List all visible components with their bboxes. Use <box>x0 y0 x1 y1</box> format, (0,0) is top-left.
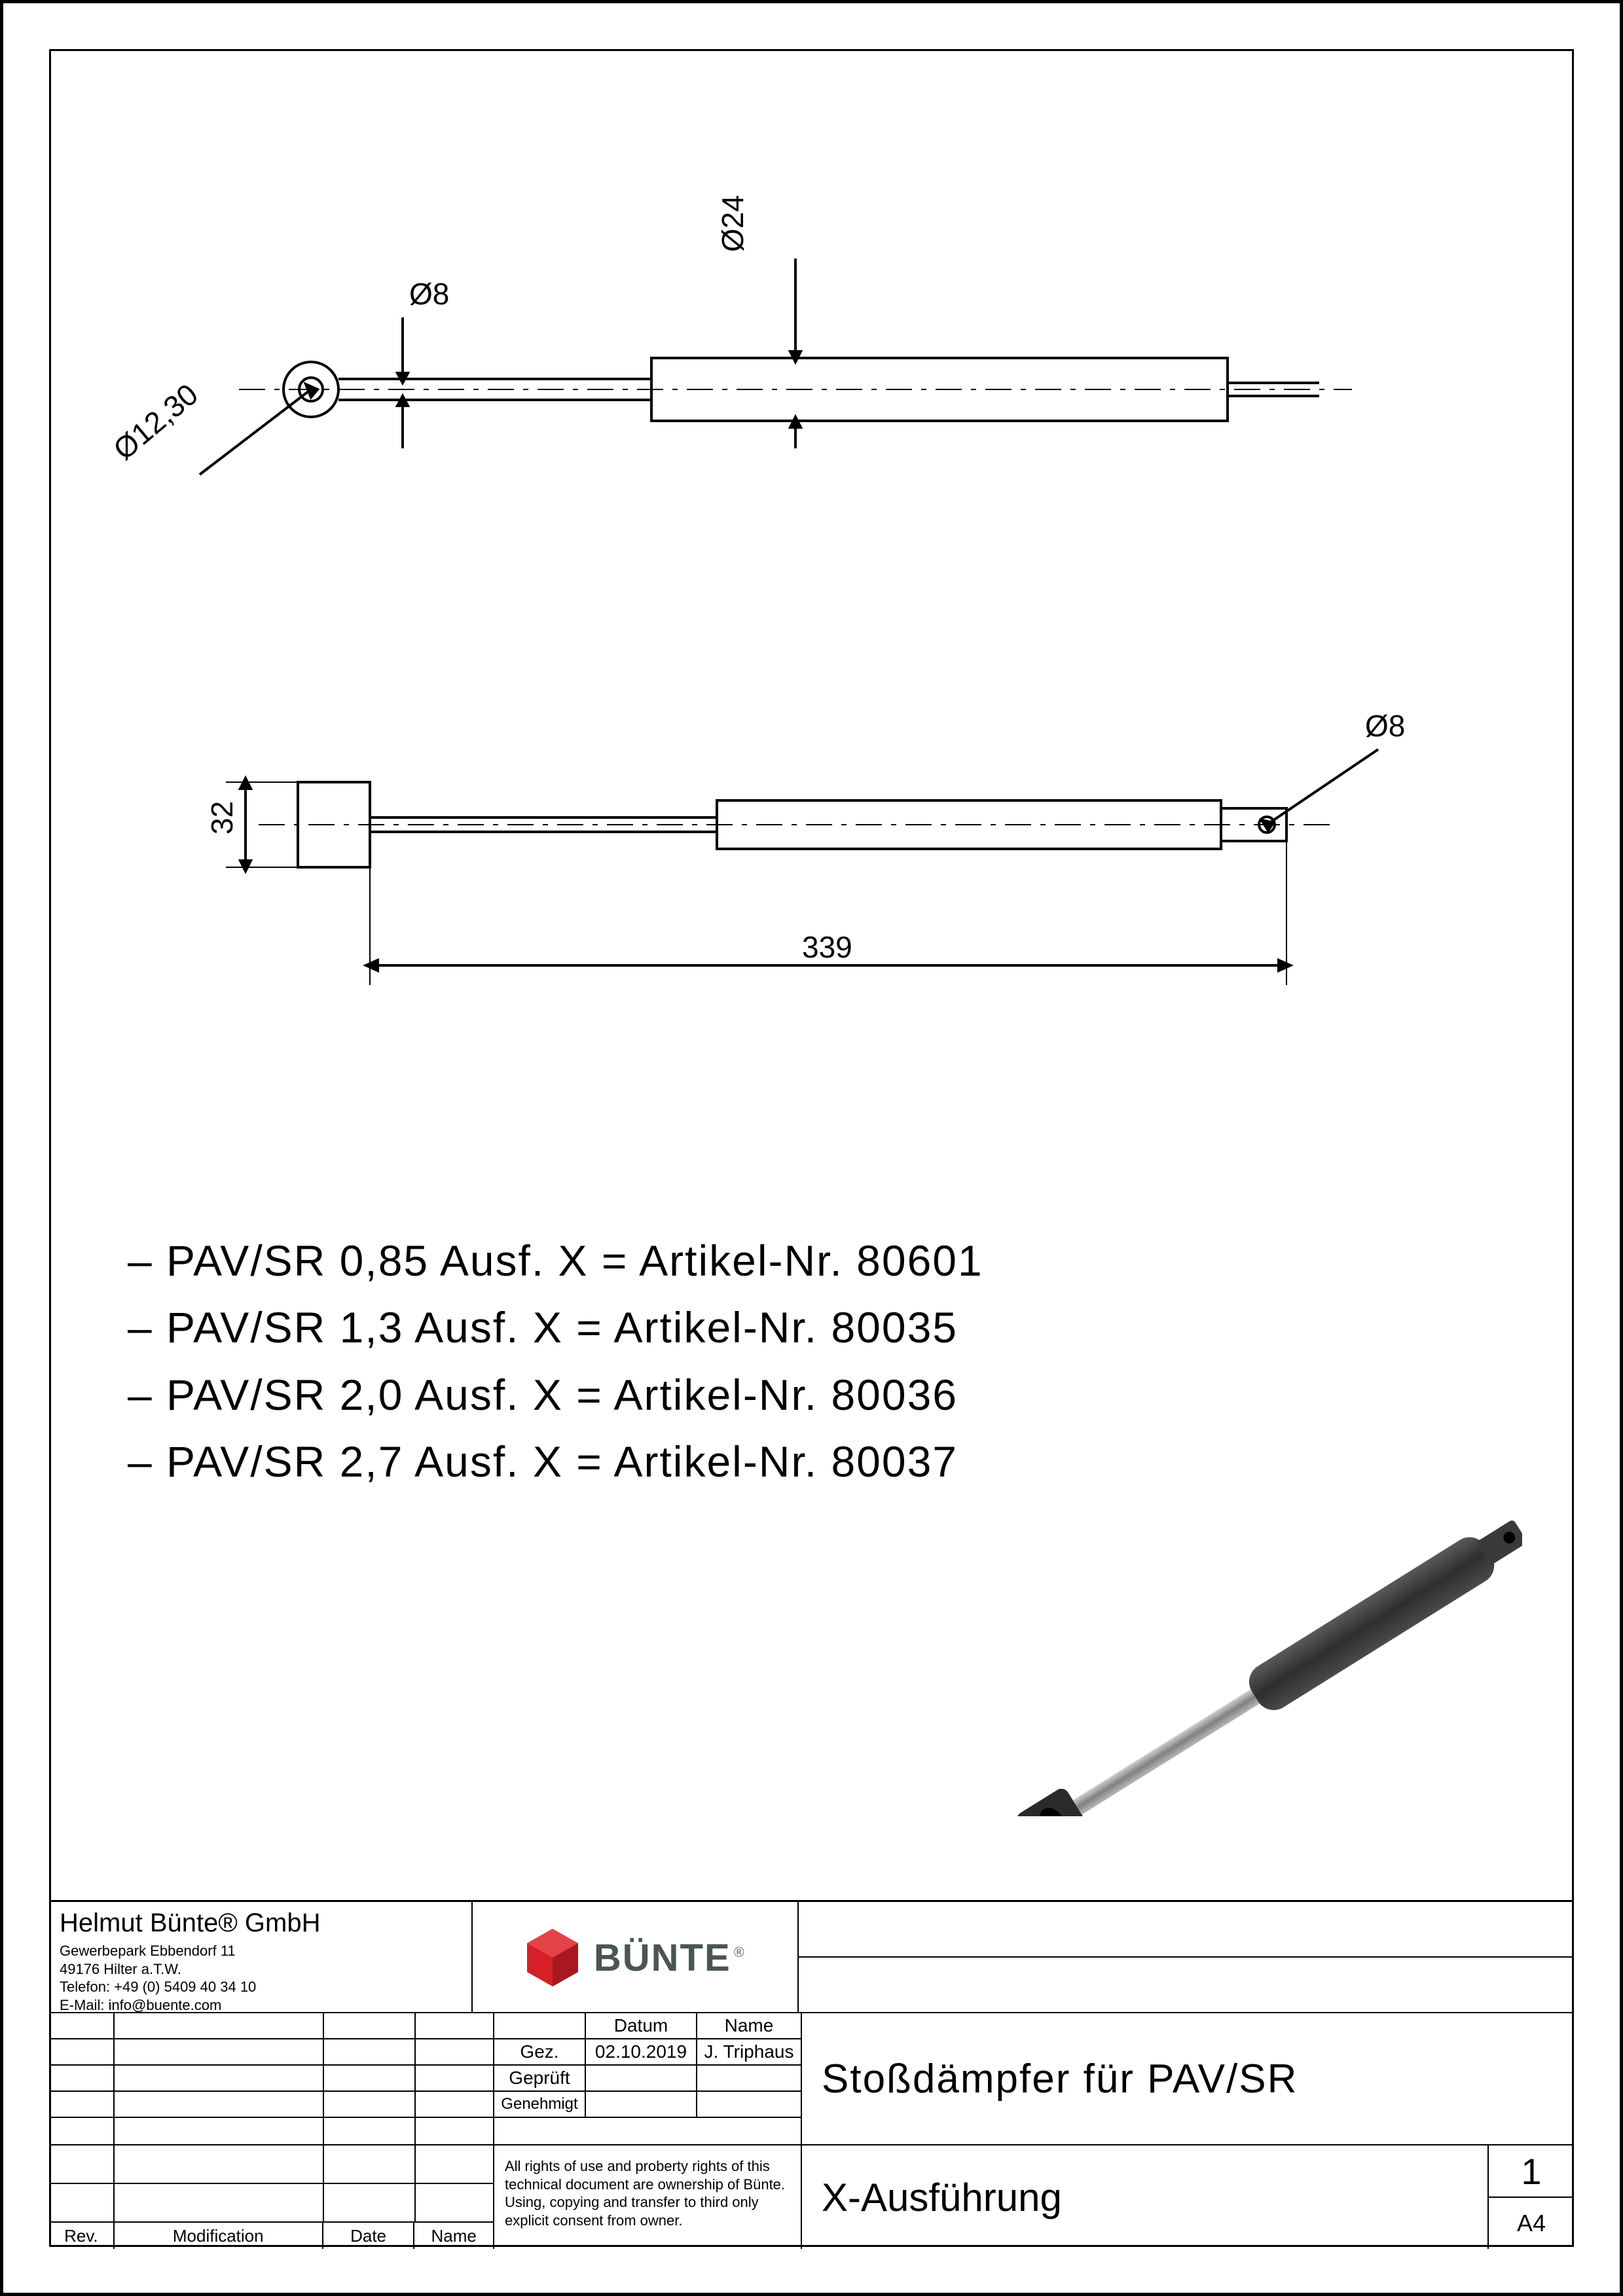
revision-grid <box>49 2013 494 2144</box>
note-line: PAV/SR 1,3 Ausf. X = Artikel-Nr. 80035 <box>128 1294 983 1361</box>
logo-icon <box>524 1926 581 1989</box>
drawing-subtitle: X-Ausführung <box>802 2145 1489 2249</box>
row-genehmigt: Genehmigt <box>494 2092 586 2117</box>
row-geprueft: Geprüft <box>494 2066 586 2090</box>
page: Ø8 Ø24 Ø12,30 <box>0 0 1623 2296</box>
hdr-name: Name <box>697 2013 801 2038</box>
company-name: Helmut Bünte® GmbH <box>60 1909 321 1938</box>
isometric-render <box>907 1397 1522 1816</box>
note-line: PAV/SR 2,0 Ausf. X = Artikel-Nr. 80036 <box>128 1361 983 1428</box>
company-addr2: 49176 Hilter a.T.W. <box>60 1960 181 1979</box>
drawing-title: Stoßdämpfer für PAV/SR <box>802 2013 1574 2144</box>
hdr-datum: Datum <box>586 2013 697 2038</box>
rev-h-rev: Rev. <box>49 2223 115 2249</box>
title-block: Helmut Bünte® GmbH Gewerbepark Ebbendorf… <box>49 1900 1574 2247</box>
top-right-block <box>799 1902 1574 2012</box>
company-email: E-Mail: info@buente.com <box>60 1996 221 2015</box>
val-date: 02.10.2019 <box>586 2039 697 2064</box>
logo-block: BÜNTE <box>473 1902 799 2013</box>
logo-text: BÜNTE <box>594 1936 746 1980</box>
company-addr1: Gewerbepark Ebbendorf 11 <box>60 1942 236 1960</box>
company-phone: Telefon: +49 (0) 5409 40 34 10 <box>60 1978 256 1996</box>
article-notes: PAV/SR 0,85 Ausf. X = Artikel-Nr. 80601 … <box>128 1227 983 1495</box>
note-line: PAV/SR 2,7 Ausf. X = Artikel-Nr. 80037 <box>128 1428 983 1495</box>
approval-grid: Datum Name Gez. 02.10.2019 J. Triphaus G… <box>494 2013 802 2144</box>
sheet-format: A4 <box>1489 2198 1574 2249</box>
rev-h-mod: Modification <box>115 2223 323 2249</box>
sheet-number: 1 <box>1489 2145 1574 2198</box>
company-info: Helmut Bünte® GmbH Gewerbepark Ebbendorf… <box>49 1902 473 2013</box>
rev-h-name: Name <box>414 2223 493 2249</box>
note-line: PAV/SR 0,85 Ausf. X = Artikel-Nr. 80601 <box>128 1227 983 1294</box>
val-author: J. Triphaus <box>697 2039 801 2064</box>
rev-h-date: Date <box>323 2223 415 2249</box>
rights-text: All rights of use and proberty rights of… <box>494 2145 802 2249</box>
sheet-info: 1 A4 <box>1489 2145 1574 2249</box>
row-gez: Gez. <box>494 2039 586 2064</box>
